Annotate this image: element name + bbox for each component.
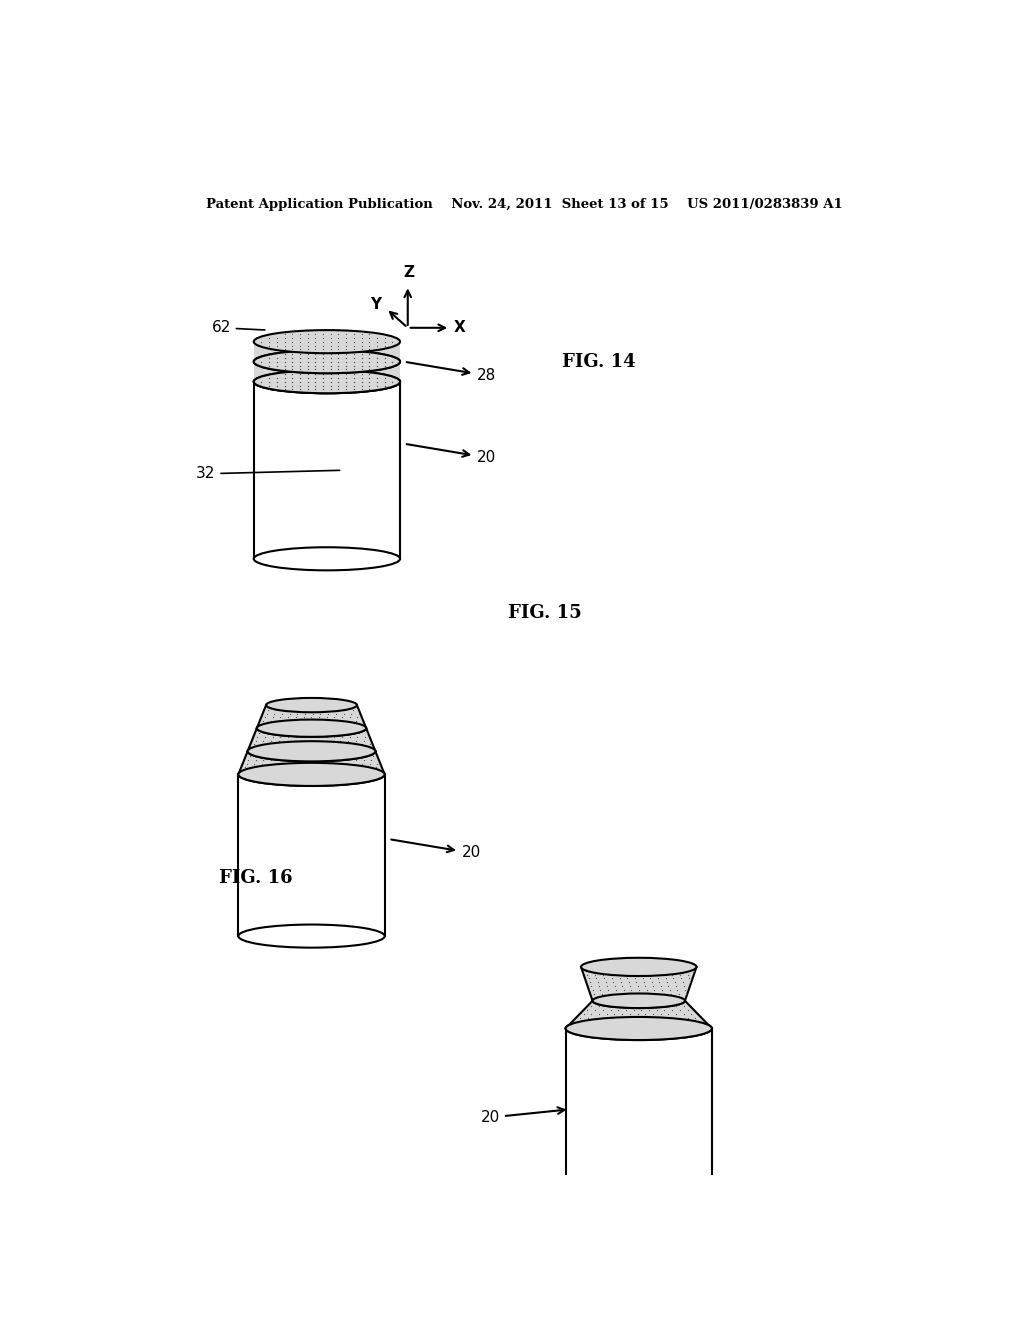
Text: 62: 62 (211, 321, 265, 335)
Polygon shape (565, 1001, 712, 1028)
Ellipse shape (565, 1016, 712, 1040)
Text: 20: 20 (481, 1107, 564, 1125)
Ellipse shape (254, 330, 400, 354)
Text: Y: Y (371, 297, 382, 313)
Ellipse shape (248, 742, 376, 762)
Ellipse shape (254, 370, 400, 393)
Bar (254, 362, 400, 381)
Polygon shape (248, 729, 376, 751)
Text: FIG. 16: FIG. 16 (219, 870, 293, 887)
Bar (254, 381, 400, 558)
Ellipse shape (254, 548, 400, 570)
Bar (254, 342, 400, 362)
Ellipse shape (254, 350, 400, 374)
Ellipse shape (239, 763, 385, 785)
Polygon shape (581, 966, 696, 1001)
Ellipse shape (565, 1016, 712, 1040)
Polygon shape (257, 705, 367, 729)
Text: 28: 28 (407, 362, 497, 383)
Text: 20: 20 (391, 840, 481, 861)
Text: 20: 20 (407, 444, 497, 465)
Polygon shape (239, 751, 385, 775)
Ellipse shape (593, 994, 685, 1008)
Ellipse shape (257, 719, 367, 737)
Ellipse shape (254, 370, 400, 393)
Text: FIG. 14: FIG. 14 (562, 354, 635, 371)
Text: FIG. 15: FIG. 15 (508, 603, 582, 622)
Ellipse shape (266, 698, 357, 713)
Bar (565, 1028, 712, 1191)
Ellipse shape (254, 350, 400, 374)
Ellipse shape (593, 994, 685, 1008)
Ellipse shape (239, 763, 385, 785)
Text: Z: Z (403, 265, 415, 280)
Ellipse shape (257, 719, 367, 737)
Ellipse shape (239, 924, 385, 948)
Bar (239, 775, 385, 936)
Text: 32: 32 (196, 466, 340, 482)
Text: X: X (454, 321, 466, 335)
Ellipse shape (581, 958, 696, 975)
Ellipse shape (248, 742, 376, 762)
Ellipse shape (254, 370, 400, 393)
Text: Patent Application Publication    Nov. 24, 2011  Sheet 13 of 15    US 2011/02838: Patent Application Publication Nov. 24, … (207, 198, 843, 211)
Ellipse shape (565, 1179, 712, 1201)
